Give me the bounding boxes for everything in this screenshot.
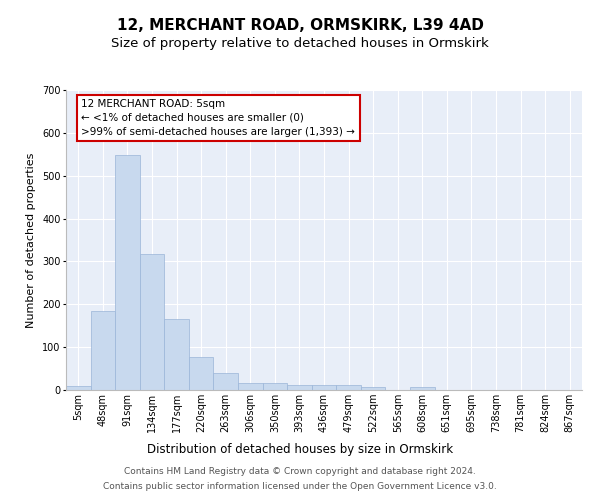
Bar — [336, 385, 361, 390]
Bar — [410, 387, 434, 390]
Text: 12, MERCHANT ROAD, ORMSKIRK, L39 4AD: 12, MERCHANT ROAD, ORMSKIRK, L39 4AD — [116, 18, 484, 32]
Bar — [189, 357, 214, 390]
Text: 12 MERCHANT ROAD: 5sqm
← <1% of detached houses are smaller (0)
>99% of semi-det: 12 MERCHANT ROAD: 5sqm ← <1% of detached… — [82, 99, 355, 137]
Bar — [312, 385, 336, 390]
Y-axis label: Number of detached properties: Number of detached properties — [26, 152, 37, 328]
Bar — [115, 155, 140, 390]
Text: Size of property relative to detached houses in Ormskirk: Size of property relative to detached ho… — [111, 38, 489, 51]
Bar — [214, 373, 238, 390]
Text: Contains public sector information licensed under the Open Government Licence v3: Contains public sector information licen… — [103, 482, 497, 491]
Bar — [263, 382, 287, 390]
Bar — [66, 386, 91, 390]
Text: Distribution of detached houses by size in Ormskirk: Distribution of detached houses by size … — [147, 442, 453, 456]
Bar — [164, 320, 189, 390]
Bar — [238, 382, 263, 390]
Bar — [140, 254, 164, 390]
Bar — [361, 386, 385, 390]
Text: Contains HM Land Registry data © Crown copyright and database right 2024.: Contains HM Land Registry data © Crown c… — [124, 467, 476, 476]
Bar — [287, 386, 312, 390]
Bar — [91, 310, 115, 390]
